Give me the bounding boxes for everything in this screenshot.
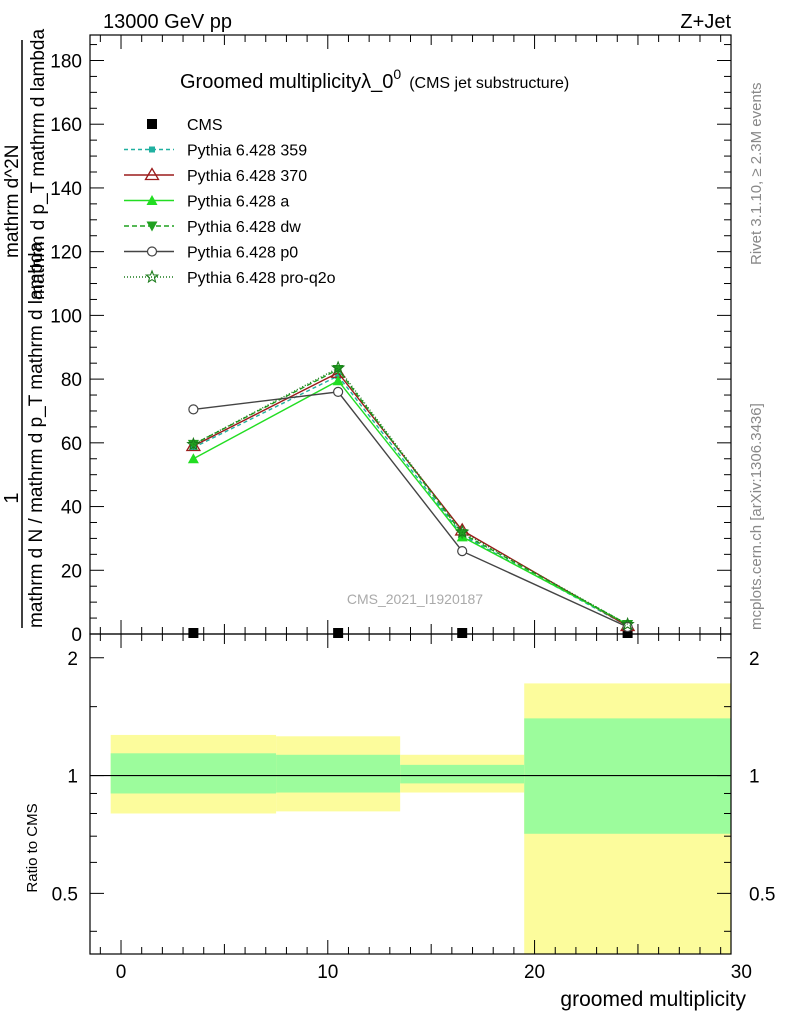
mcplots-label: mcplots.cern.ch [arXiv:1306.3436]: [748, 403, 765, 630]
ratio-xtick-label: 10: [317, 962, 338, 983]
legend-marker-3: [146, 195, 158, 205]
ylabel-numerator: 1: [1, 492, 23, 503]
legend-label-5: Pythia 6.428 p0: [187, 245, 298, 262]
ratio-ytick-label-right: 2: [749, 649, 760, 670]
main-ytick-label: 80: [61, 370, 82, 391]
legend-label-2: Pythia 6.428 370: [187, 168, 307, 185]
ratio-inner-band-2: [400, 764, 525, 784]
main-title-sup: 0: [393, 66, 401, 82]
ylabel-right-numerator: mathrm d^2N: [2, 145, 23, 258]
main-ytick-label: 140: [50, 179, 82, 200]
series-line-6: [193, 367, 628, 626]
legend-marker-6: [144, 269, 160, 284]
legend-label-3: Pythia 6.428 a: [187, 194, 289, 211]
series-5-point: [188, 404, 199, 415]
legend-entry-0: CMS: [147, 117, 223, 134]
legend-entry-1: Pythia 6.428 359: [124, 143, 307, 160]
series-5-point: [333, 386, 344, 397]
analysis-watermark: CMS_2021_I1920187: [347, 591, 483, 607]
series-5-point: [457, 546, 468, 557]
series-line-3: [193, 379, 628, 626]
ratio-ylabel: Ratio to CMS: [24, 803, 41, 892]
ratio-inner-band-1: [276, 754, 401, 793]
series-6-point: [330, 360, 346, 375]
series-line-4: [193, 368, 628, 626]
legend-marker-4: [146, 221, 158, 232]
rivet-label: Rivet 3.1.10, ≥ 2.3M events: [748, 83, 765, 266]
legend-marker-5: [146, 246, 158, 257]
ratio-ytick-label-left: 0.5: [52, 884, 78, 905]
series-6-point: [455, 524, 470, 539]
legend-label-6: Pythia 6.428 pro-q2o: [187, 270, 336, 287]
legend-marker-0: [147, 119, 157, 129]
main-ytick-label: 160: [50, 115, 82, 136]
main-ytick-label: 0: [71, 625, 82, 646]
ratio-inner-band-0: [110, 753, 277, 794]
legend-label-4: Pythia 6.428 dw: [187, 219, 301, 236]
main-axes: 0 20 40 60 80 100 120 140 160 180: [50, 34, 732, 646]
ratio-xtick-label: 0: [116, 962, 127, 983]
series-line-5: [193, 391, 628, 628]
series-0-point: [622, 628, 633, 638]
ratio-ytick-label-right: 1: [749, 767, 760, 788]
energy-label: 13000 GeV pp: [103, 11, 232, 33]
ratio-ytick-label-left: 2: [67, 649, 78, 670]
main-ylabel: 1 mathrm d N / mathrm d p_T mathrm d lam…: [1, 29, 49, 628]
ratio-axes: 0 10 20 30 0.5 0.5 1 1 2 2: [52, 633, 775, 983]
legend-marker-2: [144, 167, 160, 181]
legend-entry-4: Pythia 6.428 dw: [124, 219, 301, 236]
legend-entry-2: Pythia 6.428 370: [124, 167, 307, 185]
legend-entry-3: Pythia 6.428 a: [124, 194, 289, 211]
series-6: [186, 360, 635, 631]
series-0: [188, 628, 633, 638]
legend-label-1: Pythia 6.428 359: [187, 143, 307, 160]
series-3-point: [187, 453, 199, 464]
series-3-point: [332, 375, 344, 386]
main-title: Groomed multiplicityλ_00 (CMS jet substru…: [180, 66, 569, 93]
main-ytick-label: 60: [61, 434, 82, 455]
main-ytick-label: 40: [61, 498, 82, 519]
series-0-point: [188, 628, 199, 638]
legend-entry-5: Pythia 6.428 p0: [124, 245, 298, 262]
legend: CMS Pythia 6.428 359 Pythia 6.428 370 Pythi…: [124, 117, 336, 287]
ratio-xtick-label: 20: [524, 962, 545, 983]
ylabel-denominator: mathrm d N / mathrm d p_T mathrm d lambd…: [26, 241, 47, 628]
legend-entry-6: Pythia 6.428 pro-q2o: [124, 269, 336, 287]
ratio-plot-area: [90, 683, 731, 954]
main-series-layer: [185, 360, 636, 638]
series-6-point: [620, 616, 635, 631]
main-title-text: Groomed multiplicityλ_0: [180, 71, 393, 93]
ratio-xtick-label: 30: [731, 962, 752, 983]
ratio-ytick-label-left: 1: [67, 767, 78, 788]
legend-marker-1: [149, 146, 155, 153]
series-0-point: [457, 628, 468, 638]
main-ytick-label: 120: [50, 243, 82, 264]
legend-label-0: CMS: [187, 117, 223, 134]
main-ytick-label: 100: [50, 306, 82, 327]
main-ytick-label: 20: [61, 561, 82, 582]
ylabel-right-denominator: mathrm d p_T mathrm d lambda: [28, 29, 49, 300]
series-6-point: [186, 436, 201, 451]
main-ytick-label: 180: [50, 51, 82, 72]
process-label: Z+Jet: [680, 11, 731, 33]
ratio-ytick-label-right: 0.5: [749, 884, 775, 905]
series-0-point: [333, 628, 344, 638]
main-subtitle: (CMS jet substructure): [409, 75, 569, 92]
x-axis-label: groomed multiplicity: [560, 988, 746, 1011]
